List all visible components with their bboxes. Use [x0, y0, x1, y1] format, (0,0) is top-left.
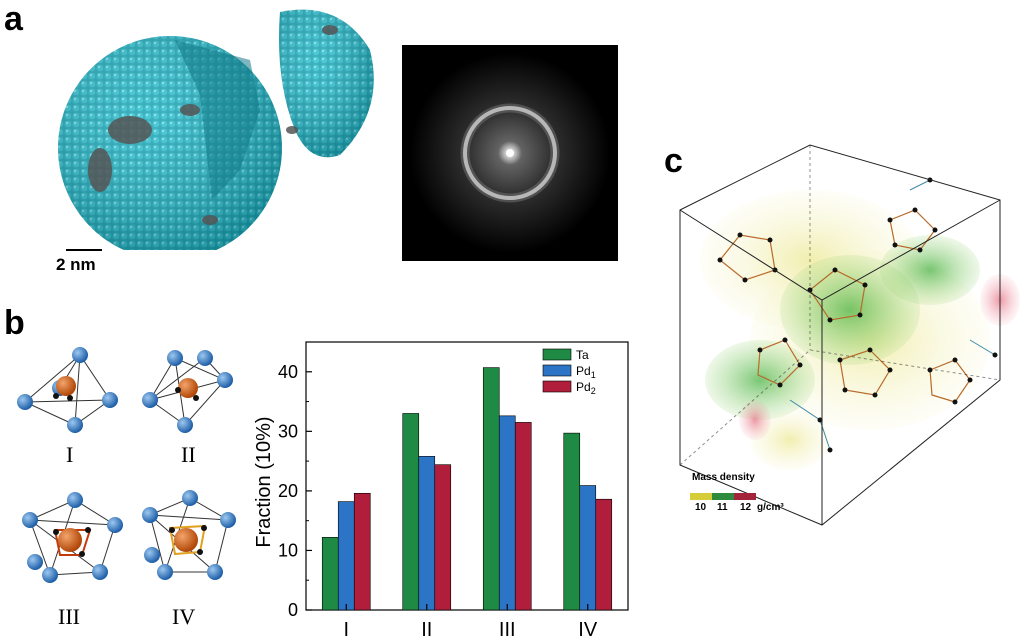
x-tick-label: II [421, 619, 432, 641]
bar-pd2-III [514, 422, 532, 611]
mass-density-tick-12: 12 [740, 502, 752, 513]
cluster-IV [142, 490, 236, 580]
legend-label-pd2: Pd2 [576, 380, 596, 396]
mass-density-tick-11: 11 [717, 502, 728, 513]
scale-bar-label: 2 nm [56, 255, 96, 274]
y-tick-label: 30 [278, 421, 298, 441]
cluster-I [17, 347, 118, 433]
panel-label-a: a [4, 0, 23, 38]
y-axis-label: Fraction (10%) [253, 416, 275, 547]
bar-pd2-IV [595, 498, 613, 611]
y-tick-label: 10 [278, 540, 298, 560]
scale-bar [66, 249, 102, 251]
bar-pd2-I [353, 492, 371, 611]
x-tick-label: I [343, 619, 349, 641]
legend-swatch-pd1 [542, 364, 572, 377]
bar-ta-III [482, 367, 500, 611]
mass-density-legend: Mass density 10 11 12 g/cm³ [690, 472, 810, 516]
bar-pd1-II [418, 456, 436, 611]
x-tick-label: IV [578, 619, 598, 641]
bar-pd1-I [337, 501, 355, 611]
mass-density-tick-10: 10 [695, 502, 707, 513]
cluster-III [22, 492, 123, 583]
bar-ta-IV [563, 432, 581, 611]
legend-swatch-ta [542, 348, 572, 361]
mass-density-colorbar [690, 493, 756, 500]
cluster-II [142, 350, 233, 433]
nanoparticle-image [58, 9, 374, 250]
bar-pd1-III [498, 415, 516, 611]
panel-label-b: b [4, 304, 25, 342]
bar-pd1-IV [579, 485, 597, 611]
mass-density-unit: g/cm³ [757, 502, 784, 513]
diffraction-pattern-image [402, 45, 618, 261]
legend-label-ta: Ta [576, 348, 589, 362]
y-tick-label: 20 [278, 481, 298, 501]
legend-swatch-pd2 [542, 380, 572, 393]
structure-label-IV: IV [172, 604, 196, 629]
bar-ta-I [321, 537, 339, 611]
cluster-structures [17, 347, 236, 583]
plot-frame [305, 341, 629, 611]
panel-label-c: c [664, 142, 683, 180]
mass-density-title: Mass density [692, 472, 755, 483]
structure-label-III: III [58, 604, 80, 629]
density-cube-image [679, 144, 1020, 526]
y-tick-label: 40 [278, 362, 298, 382]
x-tick-label: III [499, 619, 516, 641]
y-tick-label: 0 [288, 600, 298, 620]
bar-pd2-II [434, 464, 452, 611]
legend-label-pd1: Pd1 [576, 364, 596, 380]
bar-ta-II [402, 413, 420, 611]
structure-label-II: II [181, 442, 196, 467]
structure-label-I: I [66, 442, 74, 467]
